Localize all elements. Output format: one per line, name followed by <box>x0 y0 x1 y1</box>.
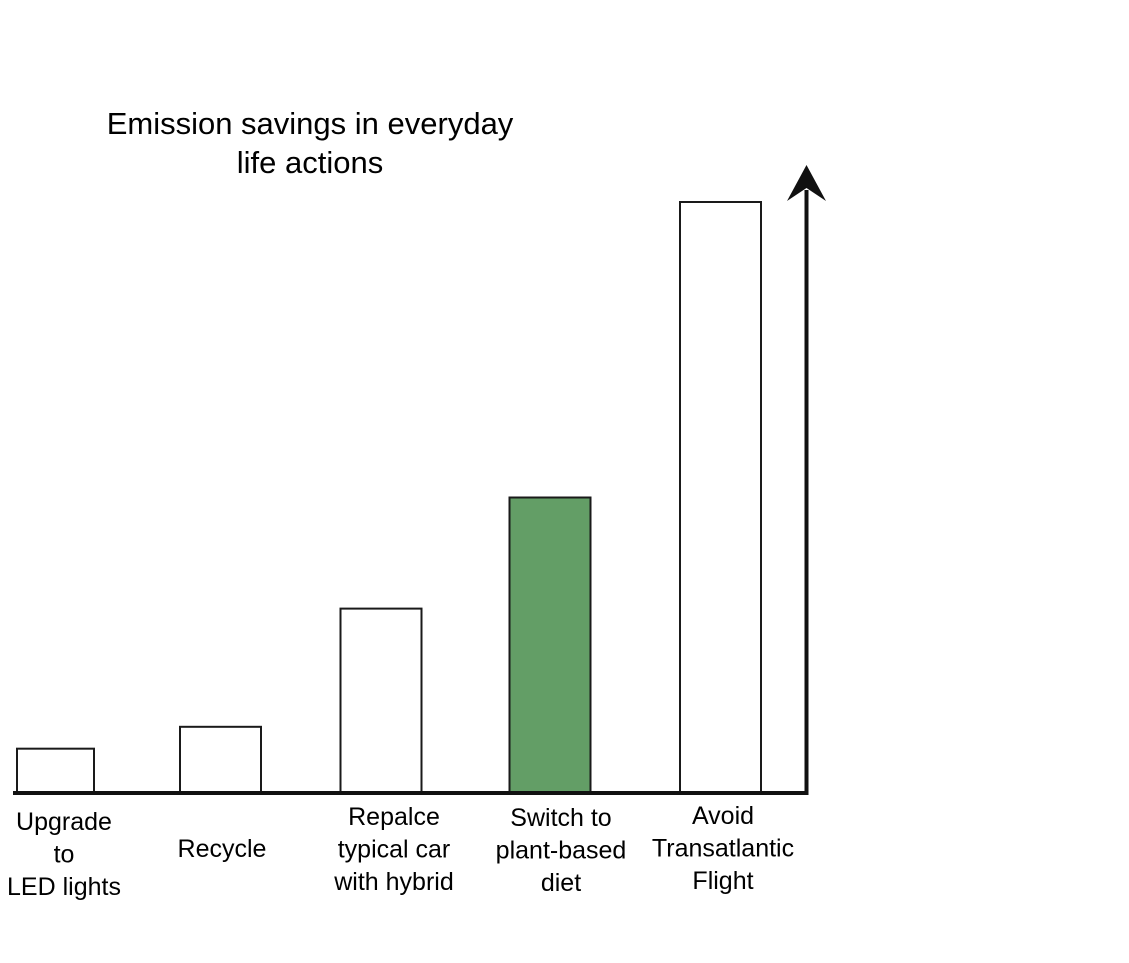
y-axis-arrow-icon <box>787 165 826 201</box>
bar <box>16 747 95 794</box>
category-label: LED lights <box>7 873 121 901</box>
category-label: Switch to <box>510 804 611 832</box>
bar-highlighted <box>508 496 592 794</box>
bar <box>179 725 262 794</box>
category-label: Recycle <box>178 835 267 863</box>
chart-title-line: life actions <box>237 145 383 180</box>
bars <box>16 201 762 794</box>
category-label: to <box>54 841 75 869</box>
category-label: Upgrade <box>16 808 112 836</box>
category-label: with hybrid <box>333 868 454 896</box>
chart-title: Emission savings in everyday life actions <box>107 106 514 180</box>
category-label: diet <box>541 869 581 897</box>
category-label: typical car <box>338 836 451 864</box>
category-label: Flight <box>692 867 753 895</box>
category-label: Repalce <box>348 803 440 831</box>
bar <box>339 607 423 794</box>
category-labels: Upgrade to LED lights Recycle Repalce typical… <box>7 802 794 901</box>
category-label: plant-based <box>496 837 627 865</box>
bar <box>679 201 762 794</box>
axes <box>13 165 826 795</box>
category-label: Transatlantic <box>652 835 794 863</box>
chart-title-line: Emission savings in everyday <box>107 106 514 141</box>
category-label: Avoid <box>692 802 754 830</box>
